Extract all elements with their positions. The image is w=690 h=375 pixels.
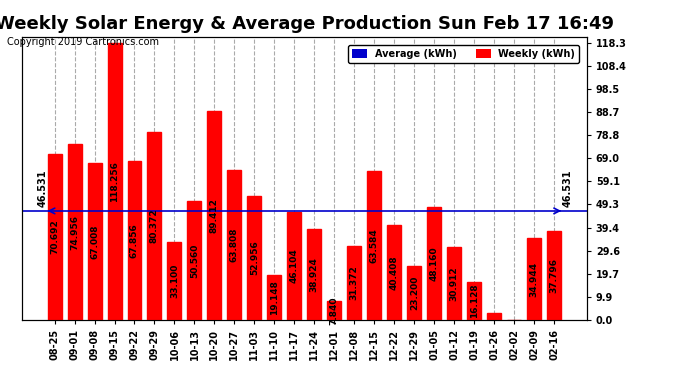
Text: 38.924: 38.924 [310,257,319,292]
Bar [68,144,81,320]
Text: 30.912: 30.912 [450,266,459,301]
Bar [487,313,501,320]
Text: 118.256: 118.256 [110,161,119,202]
Text: 67.008: 67.008 [90,224,99,259]
Bar [88,163,101,320]
Text: 74.956: 74.956 [70,214,79,250]
Text: 80.372: 80.372 [150,209,159,243]
Bar [128,161,141,320]
Text: 37.796: 37.796 [550,258,559,293]
Legend: Average (kWh), Weekly (kWh): Average (kWh), Weekly (kWh) [348,45,579,63]
Text: 89.412: 89.412 [210,198,219,232]
Bar [407,266,421,320]
Text: 40.408: 40.408 [390,255,399,290]
Bar [208,111,221,320]
Bar [387,225,402,320]
Bar [287,212,302,320]
Text: 67.856: 67.856 [130,223,139,258]
Bar [327,302,342,320]
Text: 52.956: 52.956 [250,240,259,275]
Bar [248,196,262,320]
Text: 31.372: 31.372 [350,266,359,300]
Bar [527,238,541,320]
Text: 34.944: 34.944 [530,261,539,297]
Text: 50.560: 50.560 [190,243,199,278]
Bar [188,201,201,320]
Text: 7.840: 7.840 [330,296,339,325]
Bar [268,275,282,320]
Text: 23.200: 23.200 [410,276,419,310]
Bar [148,132,161,320]
Text: 19.148: 19.148 [270,280,279,315]
Bar [427,207,441,320]
Bar [447,248,461,320]
Bar [307,229,322,320]
Text: Copyright 2019 Cartronics.com: Copyright 2019 Cartronics.com [7,37,159,47]
Text: 16.128: 16.128 [470,284,479,318]
Bar [467,282,481,320]
Bar [228,171,242,320]
Text: 46.104: 46.104 [290,249,299,283]
Bar [347,246,362,320]
Text: 33.100: 33.100 [170,264,179,298]
Text: 63.808: 63.808 [230,228,239,262]
Bar [168,242,181,320]
Title: Weekly Solar Energy & Average Production Sun Feb 17 16:49: Weekly Solar Energy & Average Production… [0,15,614,33]
Text: 48.160: 48.160 [430,246,439,281]
Text: 70.692: 70.692 [50,220,59,255]
Text: 63.584: 63.584 [370,228,379,263]
Bar [547,231,561,320]
Text: 46.531: 46.531 [37,170,48,207]
Bar [108,43,121,320]
Bar [48,154,61,320]
Bar [367,171,382,320]
Text: 46.531: 46.531 [563,170,573,207]
